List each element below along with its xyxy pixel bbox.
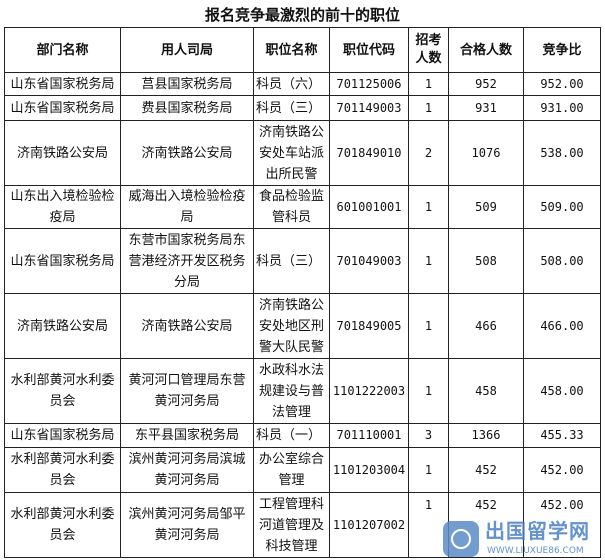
cell-qualified: 508 [448,228,524,294]
header-row: 部门名称 用人司局 职位名称 职位代码 招考人数 合格人数 竞争比 [4,27,601,73]
cell-position: 科员（一） [253,423,330,448]
cell-position: 济南铁路公安处地区刑警大队民警 [253,293,330,359]
cell-ratio: 466.00 [523,293,601,359]
cell-position: 水政科水法规建设与普法管理 [253,358,330,424]
positions-table: 部门名称 用人司局 职位名称 职位代码 招考人数 合格人数 竞争比 山东省国家税… [4,27,601,558]
cell-ratio: 931.00 [523,95,601,121]
cell-position: 济南铁路公安处车站派出所民警 [253,120,330,186]
table-row: 山东省国家税务局 费县国家税务局 科员（三） 701149003 1 931 931.00 [4,95,601,121]
cell-quota: 1 [408,293,449,359]
cell-dept: 水利部黄河水利委员会 [4,358,121,424]
header-position: 职位名称 [253,27,330,73]
cell-quota: 1 [408,72,449,96]
cell-dept: 山东省国家税务局 [4,423,121,448]
cell-bureau: 济南铁路公安局 [120,120,254,186]
cell-ratio: 538.00 [523,120,601,186]
table-row: 山东出入境检验检疫局 威海出入境检验检疫局 食品检验监管科员 601001001 1 50… [4,185,601,229]
cell-position: 工程管理科河道管理及科技管理 [253,492,330,558]
watermark-logo: 出国留学网 WWW.LIUXUE86.COM [443,519,603,559]
cell-qualified: 466 [448,293,524,359]
watermark-name: 出国留学网 [485,519,590,543]
cell-code: 1101203004 [329,447,409,493]
table-row: 山东省国家税务局 东平县国家税务局 科员（一） 701110001 3 1366 455.3… [4,423,601,448]
cell-position: 科员（三） [253,228,330,294]
cell-code: 701849010 [329,120,409,186]
table-row: 济南铁路公安局 济南铁路公安局 济南铁路公安处车站派出所民警 701849010 2 10… [4,120,601,186]
table-row: 水利部黄河水利委员会 滨州黄河河务局邹平黄河河务局 工程管理科河道管理及科技管理 11… [4,492,601,558]
cell-dept: 山东省国家税务局 [4,95,121,121]
header-qualified: 合格人数 [448,27,524,73]
cell-position: 科员（六） [253,72,330,96]
cell-bureau: 东平县国家税务局 [120,423,254,448]
table-row: 山东省国家税务局 东营市国家税务局东营港经济开发区税务分局 科员（三） 7010490… [4,228,601,294]
cell-ratio: 952.00 [523,72,601,96]
cell-code: 701125006 [329,72,409,96]
cell-code: 601001001 [329,185,409,229]
cell-code: 701849005 [329,293,409,359]
cell-qualified: 1366 [448,423,524,448]
header-code: 职位代码 [329,27,409,73]
cell-ratio: 458.00 [523,358,601,424]
cell-quota: 1 [408,228,449,294]
cell-dept: 山东省国家税务局 [4,72,121,96]
cell-code: 701149003 [329,95,409,121]
cell-qualified: 1076 [448,120,524,186]
cell-bureau: 费县国家税务局 [120,95,254,121]
header-ratio: 竞争比 [523,27,601,73]
cell-bureau: 东营市国家税务局东营港经济开发区税务分局 [120,228,254,294]
cell-dept: 济南铁路公安局 [4,293,121,359]
table-row: 水利部黄河水利委员会 黄河河口管理局东营黄河河务局 水政科水法规建设与普法管理 110… [4,358,601,424]
globe-icon [443,521,479,557]
cell-quota: 3 [408,423,449,448]
cell-quota: 1 [408,447,449,493]
cell-dept: 水利部黄河水利委员会 [4,492,121,558]
table-row: 水利部黄河水利委员会 滨州黄河河务局滨城黄河河务局 办公室综合管理 110120300… [4,447,601,493]
cell-bureau: 黄河河口管理局东营黄河河务局 [120,358,254,424]
cell-bureau: 滨州黄河河务局滨城黄河河务局 [120,447,254,493]
cell-ratio: 455.33 [523,423,601,448]
header-bureau: 用人司局 [120,27,254,73]
cell-dept: 济南铁路公安局 [4,120,121,186]
cell-code: 1101207002 [329,492,409,558]
cell-quota: 2 [408,120,449,186]
cell-dept: 山东出入境检验检疫局 [4,185,121,229]
cell-ratio: 452.00 [523,492,601,558]
watermark-url: WWW.LIUXUE86.COM [487,546,584,556]
cell-qualified: 931 [448,95,524,121]
cell-code: 1101222003 [329,358,409,424]
cell-ratio: 452.00 [523,447,601,493]
cell-qualified: 458 [448,358,524,424]
cell-ratio: 508.00 [523,228,601,294]
cell-bureau: 滨州黄河河务局邹平黄河河务局 [120,492,254,558]
cell-qualified: 509 [448,185,524,229]
cell-bureau: 威海出入境检验检疫局 [120,185,254,229]
cell-qualified: 952 [448,72,524,96]
header-quota: 招考人数 [408,27,449,73]
cell-quota: 1 [408,185,449,229]
table-row: 山东省国家税务局 莒县国家税务局 科员（六） 701125006 1 952 952.00 [4,72,601,96]
cell-ratio: 509.00 [523,185,601,229]
cell-dept: 水利部黄河水利委员会 [4,447,121,493]
cell-code: 701110001 [329,423,409,448]
cell-dept: 山东省国家税务局 [4,228,121,294]
cell-quota: 1 [408,358,449,424]
table-title: 报名竞争最激烈的前十的职位 [204,6,400,24]
cell-bureau: 莒县国家税务局 [120,72,254,96]
cell-code: 701049003 [329,228,409,294]
cell-bureau: 济南铁路公安局 [120,293,254,359]
cell-position: 食品检验监管科员 [253,185,330,229]
cell-quota: 1 [408,95,449,121]
table-row: 济南铁路公安局 济南铁路公安局 济南铁路公安处地区刑警大队民警 701849005 1 4… [4,293,601,359]
cell-position: 办公室综合管理 [253,447,330,493]
header-dept: 部门名称 [4,27,121,73]
cell-position: 科员（三） [253,95,330,121]
cell-qualified: 452 [448,447,524,493]
